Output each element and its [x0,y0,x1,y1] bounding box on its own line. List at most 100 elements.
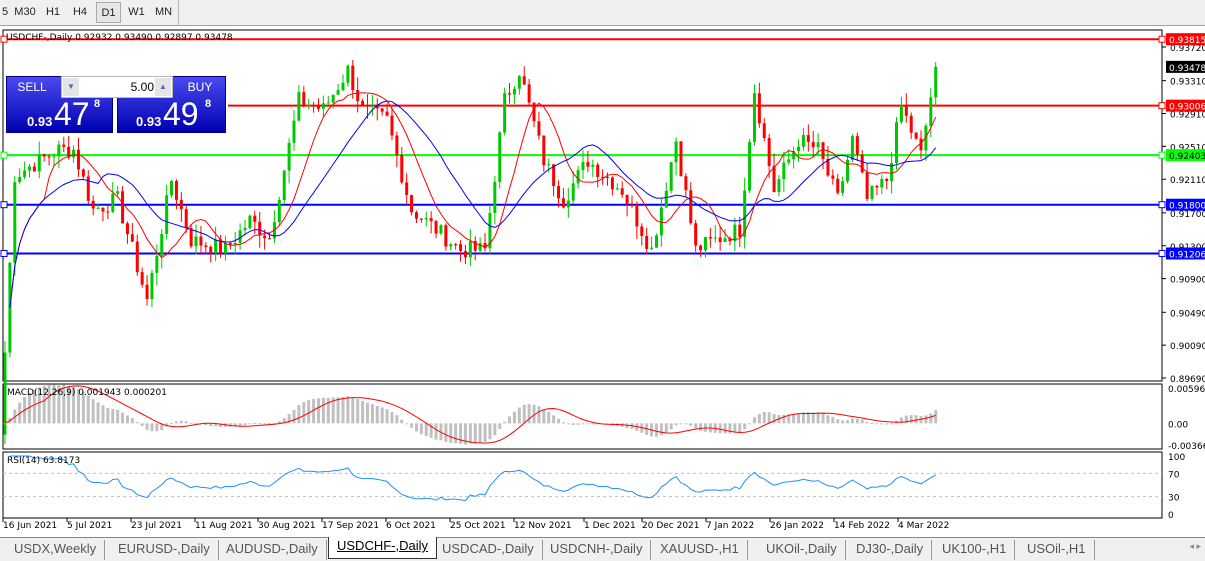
macd-histogram-bar [135,422,139,424]
tab-scroll-arrows[interactable]: ◂ ▸ [1189,541,1201,551]
macd-histogram-bar [62,384,66,424]
timeframe-mn[interactable]: MN [154,6,173,18]
price-axis-label: 0.91700 [1170,210,1205,220]
line-price-label: 0.92403 [1169,152,1205,162]
chart-tab[interactable]: USDCAD-,Daily [434,540,543,560]
macd-histogram-bar [174,421,178,424]
moving-average-fast [9,92,937,308]
macd-histogram-bar [287,414,291,424]
macd-histogram-bar [263,423,267,425]
candle [419,218,423,220]
candle [547,164,551,166]
rsi-axis-label: 70 [1168,470,1180,480]
line-handle [1158,151,1166,159]
macd-histogram-bar [121,412,125,424]
candle [571,183,575,201]
macd-histogram-bar [410,423,414,428]
candle [302,92,306,106]
chart-tab[interactable]: AUDUSD-,Daily [218,540,327,560]
macd-histogram-bar [414,423,418,432]
candle [351,65,355,91]
macd-histogram-bar [752,417,756,424]
candle [674,141,678,163]
candle [341,82,345,91]
macd-histogram-bar [219,423,223,427]
candle [67,146,71,158]
macd-histogram-bar [130,418,134,424]
macd-histogram-bar [557,418,561,424]
macd-histogram-bar [811,412,815,424]
macd-axis-label: 0.005963 [1168,385,1205,395]
chart-tab[interactable]: USDCHF-,Daily [328,537,437,559]
candle [752,93,756,142]
lot-decrease-icon[interactable]: ▼ [63,78,79,96]
candle [895,122,899,164]
candle [899,105,903,123]
candle [557,186,561,199]
chart-tab[interactable]: EURUSD-,Daily [110,540,219,560]
candle [145,284,149,300]
macd-histogram-bar [797,413,801,424]
chart-tab[interactable]: USOil-,H1 [1019,540,1095,560]
chart-tab[interactable]: XAUUSD-,H1 [652,540,748,560]
candle [155,255,159,273]
candle [669,162,673,191]
timeframe-d1[interactable]: D1 [96,2,121,23]
macd-histogram-bar [826,415,830,424]
macd-histogram-bar [767,412,771,424]
timeframe-h1[interactable]: H1 [45,6,61,18]
macd-histogram-bar [312,398,316,424]
candle [934,66,938,98]
lot-increase-icon[interactable]: ▲ [155,78,171,96]
timeframe-m5[interactable]: 5 [1,6,9,18]
rsi-label: RSI(14) 63.8173 [7,456,80,466]
candle [8,262,12,353]
macd-histogram-bar [586,423,590,425]
lot-size-input[interactable]: 5.00 [130,80,154,94]
candle [390,115,394,136]
macd-histogram-bar [571,423,575,425]
macd-histogram-bar [841,420,845,424]
candle [449,244,453,247]
chart-tab[interactable]: USDX,Weekly [6,540,106,560]
macd-histogram-bar [478,423,482,443]
chart-canvas[interactable]: 0.93720 0.93310 0.92910 0.92510 0.92110 0.917… [0,27,1205,535]
timeframe-w1[interactable]: W1 [128,6,145,18]
candle [797,146,801,152]
macd-histogram-bar [160,423,164,430]
macd-histogram-bar [405,423,409,425]
macd-histogram-bar [400,419,404,424]
timeframe-h4[interactable]: H4 [72,6,88,18]
chart-tab[interactable]: UK100-,H1 [934,540,1016,560]
price-axis-label: 0.92910 [1170,111,1205,121]
macd-histogram-bar [307,400,311,424]
macd-histogram-bar [772,414,776,424]
macd-histogram-bar [96,402,100,424]
candle [47,156,51,158]
chart-tab[interactable]: USDCNH-,Daily [542,540,652,560]
chart-tab[interactable]: UKOil-,Daily [758,540,846,560]
macd-histogram-bar [517,407,521,424]
lot-size-stepper[interactable]: ▼ 5.00 ▲ [61,76,173,98]
timeframe-m30[interactable]: M30 [14,6,36,18]
candle [189,228,193,247]
candle [816,142,820,148]
candle [576,170,580,184]
macd-histogram-bar [76,389,80,424]
macd-histogram-bar [297,404,301,424]
macd-histogram-bar [233,423,237,427]
macd-histogram-bar [821,413,825,424]
candle [72,149,76,158]
line-price-badge [1166,99,1205,112]
candle [204,245,208,247]
candle [659,207,663,236]
candle [194,236,198,247]
rsi-axis-label: 30 [1168,494,1180,504]
chart-window[interactable]: 0.93720 0.93310 0.92910 0.92510 0.92110 0.917… [0,27,1205,535]
macd-histogram-bar [846,420,850,424]
macd-histogram-bar [125,415,129,424]
line-handle [0,151,8,159]
chart-tab[interactable]: DJ30-,Daily [848,540,933,560]
candle [18,176,22,183]
macd-histogram-bar [792,413,796,424]
